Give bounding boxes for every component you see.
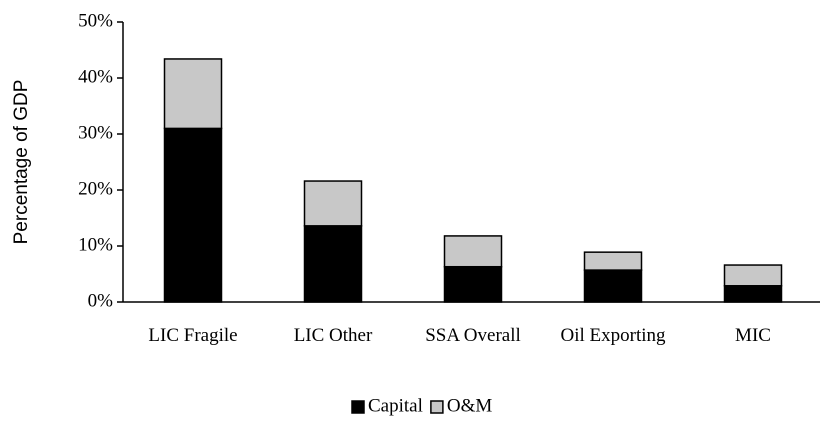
x-tick-label: LIC Other bbox=[293, 325, 373, 346]
y-axis-label: Percentage of GDP bbox=[11, 80, 32, 245]
x-tick-label: Oil Exporting bbox=[560, 325, 666, 346]
bar-segment bbox=[443, 265, 503, 303]
bar-segment bbox=[723, 264, 783, 287]
y-tick-label: 40% bbox=[78, 66, 113, 87]
x-tick-label: SSA Overall bbox=[425, 325, 521, 346]
legend-label: O&M bbox=[447, 395, 493, 416]
bar-segment bbox=[583, 269, 643, 303]
y-tick-label: 30% bbox=[78, 122, 113, 143]
bar-segment bbox=[303, 180, 363, 227]
y-tick-label: 50% bbox=[78, 10, 113, 31]
bar-segment bbox=[723, 285, 783, 303]
y-tick-label: 0% bbox=[88, 290, 114, 311]
bar-segment bbox=[443, 235, 503, 268]
bar-segment bbox=[303, 225, 363, 303]
legend-label: Capital bbox=[368, 395, 423, 416]
y-tick-label: 10% bbox=[78, 234, 113, 255]
bar-segment bbox=[583, 251, 643, 271]
x-tick-label: MIC bbox=[735, 325, 771, 346]
x-tick-label: LIC Fragile bbox=[148, 325, 238, 346]
y-tick-label: 20% bbox=[78, 178, 113, 199]
legend-swatch bbox=[351, 400, 365, 414]
legend-swatch bbox=[430, 400, 444, 414]
bar-segment bbox=[163, 127, 223, 303]
bar-segment bbox=[163, 58, 223, 130]
